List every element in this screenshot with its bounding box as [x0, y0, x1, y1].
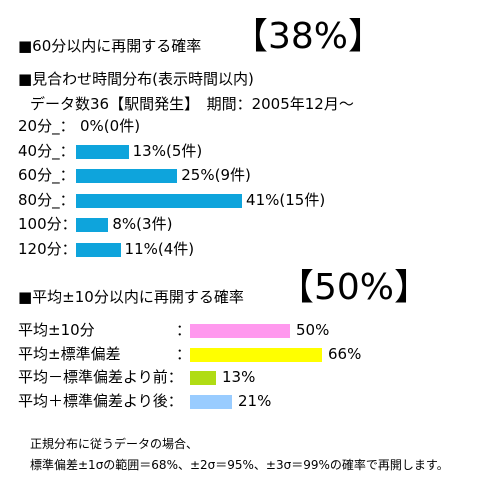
bar-data-label: 50% — [296, 321, 330, 339]
probability-60min-value: 【38%】 — [232, 16, 385, 57]
category-label: 100分： — [18, 215, 77, 233]
probability-mean-value: 【50%】 — [278, 267, 431, 308]
probability-bar — [190, 394, 232, 409]
distribution-bar — [76, 218, 109, 232]
category-label: 120分： — [18, 239, 77, 258]
distribution-bar — [76, 193, 243, 208]
probability-mean-label: ■平均±10分以内に再開する確率 — [18, 288, 244, 306]
distribution-bar — [76, 169, 178, 183]
probability-bar — [190, 347, 322, 362]
category-label: 平均±10分 — [18, 321, 95, 339]
probability-bar — [190, 324, 290, 338]
category-label: 20分_： — [18, 117, 75, 135]
category-label: 平均±標準偏差 — [18, 344, 121, 363]
category-label: 40分_： — [18, 141, 75, 160]
category-label: 60分_： — [18, 166, 75, 184]
category-label: 平均－標準偏差より前： — [18, 368, 183, 386]
bar-data-label: 21% — [238, 391, 272, 410]
footnote-line1: 正規分布に従うデータの場合、 — [30, 437, 199, 451]
distribution-subtitle: データ数36【駅間発生】 期間：2005年12月～ — [30, 95, 354, 113]
bar-data-label: 8%(3件) — [112, 215, 173, 233]
bar-data-label: 25%(9件) — [181, 166, 251, 184]
bar-data-label: 41%(15件) — [246, 190, 326, 209]
category-separator: ： — [176, 344, 192, 363]
category-label: 平均＋標準偏差より後： — [18, 391, 183, 410]
bar-data-label: 13%(5件) — [132, 141, 203, 160]
probability-bar — [190, 371, 216, 385]
distribution-bar — [76, 144, 129, 159]
bar-data-label: 66% — [328, 344, 362, 363]
distribution-bar — [76, 242, 121, 257]
bar-data-label: 13% — [222, 368, 256, 386]
distribution-title: ■見合わせ時間分布(表示時間以内) — [18, 70, 254, 88]
footnote-line2: 標準偏差±1σの範囲＝68%、±2σ＝95%、±3σ＝99%の確率で再開します。 — [30, 458, 449, 472]
category-separator: ： — [176, 321, 192, 339]
bar-data-label: 11%(4件) — [124, 239, 195, 258]
bar-data-label: 0%(0件) — [80, 117, 141, 135]
category-label: 80分_： — [18, 190, 75, 209]
probability-60min-label: ■60分以内に再開する確率 — [18, 37, 202, 55]
